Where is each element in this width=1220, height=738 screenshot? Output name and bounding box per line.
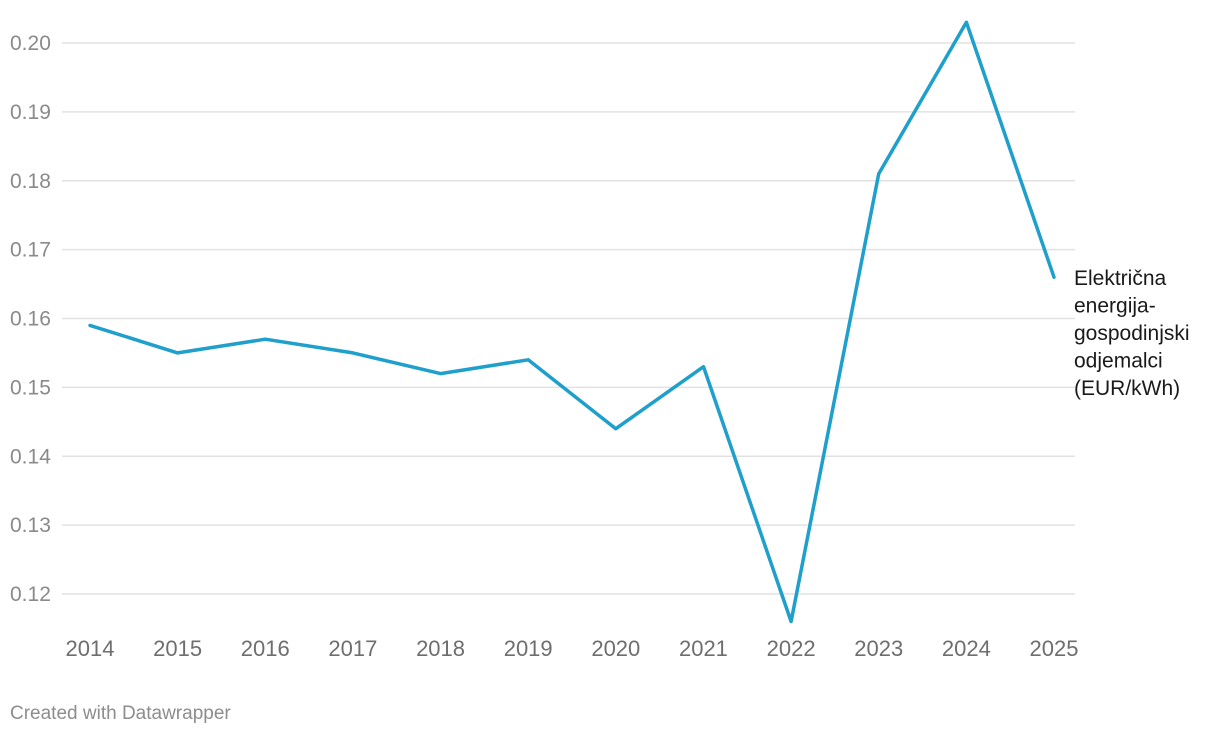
x-tick-label: 2015 xyxy=(153,636,202,661)
gridlines xyxy=(62,42,1075,595)
y-tick-label: 0.13 xyxy=(10,514,51,537)
x-axis-tick-labels: 2014 2015 2016 2017 2018 2019 2020 2021 2022 2023… xyxy=(66,636,1079,661)
x-tick-label: 2020 xyxy=(591,636,640,661)
x-tick-label: 2025 xyxy=(1030,636,1079,661)
x-tick-label: 2017 xyxy=(328,636,377,661)
x-tick-label: 2023 xyxy=(854,636,903,661)
series-label: Električna energija-gospodinjski odjemalci… xyxy=(1074,267,1190,400)
y-tick-label: 0.12 xyxy=(10,583,51,606)
credit-text: Created with Datawrapper xyxy=(10,703,231,724)
x-tick-label: 2016 xyxy=(241,636,290,661)
chart-canvas: 0.12 0.13 0.14 0.15 0.16 0.17 0.18 0.19 0.20 201… xyxy=(10,20,1190,661)
series-lines xyxy=(88,20,1056,624)
y-axis-tick-labels: 0.12 0.13 0.14 0.15 0.16 0.17 0.18 0.19 0.20 xyxy=(10,32,51,606)
series-label-line: (EUR/kWh) xyxy=(1074,377,1180,400)
y-tick-label: 0.17 xyxy=(10,239,51,262)
series-label-line: gospodinjski xyxy=(1074,322,1190,345)
x-tick-label: 2021 xyxy=(679,636,728,661)
x-tick-label: 2022 xyxy=(767,636,816,661)
y-tick-label: 0.20 xyxy=(10,32,51,55)
x-tick-label: 2018 xyxy=(416,636,465,661)
y-tick-label: 0.18 xyxy=(10,170,51,193)
series-labels: Električna energija-gospodinjski odjemalci… xyxy=(1074,267,1190,400)
y-tick-label: 0.14 xyxy=(10,445,51,468)
y-tick-label: 0.15 xyxy=(10,376,51,399)
series-label-line: Električna xyxy=(1074,267,1167,290)
y-tick-label: 0.16 xyxy=(10,308,51,331)
series-line xyxy=(88,20,1056,624)
x-tick-label: 2019 xyxy=(504,636,553,661)
series-label-line: energija- xyxy=(1074,295,1156,318)
y-tick-label: 0.19 xyxy=(10,101,51,124)
x-tick-label: 2024 xyxy=(942,636,991,661)
series-label-line: odjemalci xyxy=(1074,350,1163,373)
x-tick-label: 2014 xyxy=(66,636,115,661)
